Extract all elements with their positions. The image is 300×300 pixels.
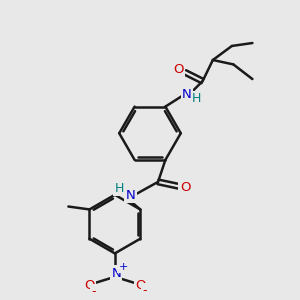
Text: -: - bbox=[142, 284, 146, 297]
Text: O: O bbox=[173, 63, 184, 76]
Text: H: H bbox=[192, 92, 201, 105]
Text: H: H bbox=[115, 182, 124, 195]
Text: +: + bbox=[118, 262, 128, 272]
Text: N: N bbox=[126, 189, 135, 202]
Text: O: O bbox=[84, 278, 94, 292]
Text: N: N bbox=[111, 266, 121, 280]
Text: O: O bbox=[135, 278, 146, 292]
Text: O: O bbox=[180, 181, 190, 194]
Text: N: N bbox=[182, 88, 192, 100]
Text: -: - bbox=[91, 285, 96, 298]
